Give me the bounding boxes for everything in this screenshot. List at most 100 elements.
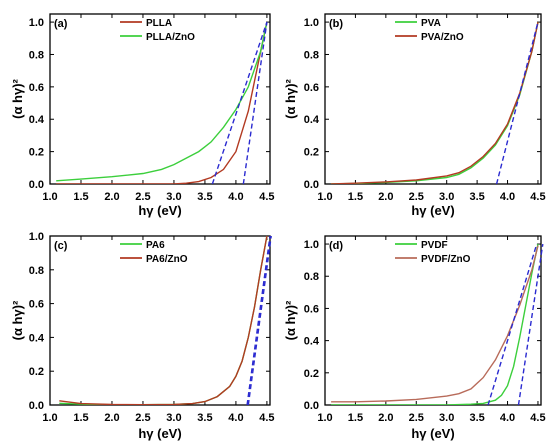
legend-label-1: PVDF bbox=[421, 240, 448, 251]
y-tick-label: 0.2 bbox=[304, 368, 319, 380]
y-axis-label: (α hγ)² bbox=[10, 78, 25, 118]
y-tick-label: 0.6 bbox=[29, 299, 44, 311]
legend-label-2: PA6/ZnO bbox=[146, 254, 188, 265]
y-tick-label: 0.4 bbox=[29, 114, 45, 126]
y-tick-label: 0.4 bbox=[304, 114, 320, 126]
y-tick-label: 0.8 bbox=[304, 49, 319, 61]
data-layer bbox=[56, 21, 268, 184]
y-tick-label: 1.0 bbox=[304, 239, 319, 251]
x-tick-label: 3.5 bbox=[469, 412, 484, 424]
y-tick-label: 0.0 bbox=[304, 400, 319, 412]
x-tick-label: 1.0 bbox=[42, 191, 57, 203]
x-tick-label: 3.0 bbox=[439, 191, 454, 203]
y-tick-label: 0.8 bbox=[304, 271, 319, 283]
legend-label-1: PVA bbox=[421, 18, 441, 29]
y-tick-label: 0.4 bbox=[29, 332, 45, 344]
y-axis-label: (α hγ)² bbox=[283, 300, 298, 340]
x-tick-label: 1.5 bbox=[73, 412, 88, 424]
x-tick-label: 1.0 bbox=[42, 412, 57, 424]
legend-label-2: PLLA/ZnO bbox=[146, 32, 195, 43]
panel-label: (a) bbox=[54, 18, 68, 30]
y-axis-label: (α hγ)² bbox=[10, 300, 25, 340]
y-tick-label: 0.6 bbox=[304, 303, 319, 315]
data-layer bbox=[331, 243, 544, 405]
y-axis-label: (α hγ)² bbox=[283, 78, 298, 118]
fit-line-1 bbox=[246, 235, 271, 405]
x-tick-label: 1.0 bbox=[317, 412, 332, 424]
panel-1: 1.0 1.5 2.0 2.5 3.0 3.5 4.0 4.5 0.0 0.2 0.4 0.6 0.8 1… bbox=[10, 13, 275, 218]
series-line-2 bbox=[331, 245, 539, 403]
plot-frame bbox=[324, 13, 542, 185]
series-line-2 bbox=[331, 21, 539, 184]
x-tick-label: 1.5 bbox=[73, 191, 88, 203]
series-line-1 bbox=[331, 21, 539, 184]
fit-line-2 bbox=[487, 243, 538, 405]
x-tick-label: 4.5 bbox=[530, 412, 545, 424]
series-line-2 bbox=[56, 21, 268, 182]
panel-4: 1.0 1.5 2.0 2.5 3.0 3.5 4.0 4.5 0.0 0.2 0.4 0.6 0.8 1… bbox=[283, 235, 546, 441]
y-tick-label: 0.0 bbox=[29, 179, 44, 191]
x-tick-label: 2.5 bbox=[135, 412, 150, 424]
series-line-1 bbox=[56, 21, 268, 184]
x-tick-label: 4.5 bbox=[259, 191, 274, 203]
fit-line-2 bbox=[211, 21, 268, 184]
fit-line-1 bbox=[495, 21, 539, 184]
data-layer bbox=[331, 21, 539, 184]
data-layer bbox=[59, 235, 272, 405]
x-tick-label: 4.5 bbox=[530, 191, 545, 203]
x-tick-label: 3.5 bbox=[197, 191, 212, 203]
x-tick-label: 4.5 bbox=[259, 412, 274, 424]
x-tick-label: 2.0 bbox=[378, 191, 393, 203]
x-axis-label: hγ (eV) bbox=[411, 426, 454, 441]
x-tick-label: 2.0 bbox=[104, 412, 119, 424]
y-tick-label: 0.2 bbox=[29, 147, 44, 159]
series-line-1 bbox=[331, 243, 539, 405]
legend-label-2: PVDF/ZnO bbox=[421, 254, 471, 265]
x-tick-label: 2.5 bbox=[409, 412, 424, 424]
x-tick-label: 1.5 bbox=[348, 191, 363, 203]
x-tick-label: 4.0 bbox=[228, 191, 243, 203]
fit-line-1 bbox=[242, 21, 268, 184]
legend-label-1: PA6 bbox=[146, 240, 165, 251]
y-tick-label: 0.0 bbox=[29, 400, 44, 412]
x-tick-label: 3.0 bbox=[166, 191, 181, 203]
y-tick-label: 1.0 bbox=[29, 17, 44, 29]
legend-label-1: PLLA bbox=[146, 18, 172, 29]
x-tick-label: 3.5 bbox=[469, 191, 484, 203]
x-tick-label: 4.0 bbox=[500, 191, 515, 203]
x-tick-label: 1.5 bbox=[348, 412, 363, 424]
y-tick-label: 0.4 bbox=[304, 336, 320, 348]
panel-label: (c) bbox=[54, 240, 68, 252]
y-tick-label: 1.0 bbox=[304, 17, 319, 29]
x-tick-label: 2.5 bbox=[135, 191, 150, 203]
x-axis-label: hγ (eV) bbox=[411, 203, 454, 218]
x-tick-label: 2.0 bbox=[104, 191, 119, 203]
y-tick-label: 0.2 bbox=[29, 366, 44, 378]
series-line-2 bbox=[59, 235, 268, 405]
x-tick-label: 3.0 bbox=[166, 412, 181, 424]
x-axis-label: hγ (eV) bbox=[138, 426, 181, 441]
y-tick-label: 1.0 bbox=[29, 231, 44, 243]
x-tick-label: 3.5 bbox=[197, 412, 212, 424]
legend-label-2: PVA/ZnO bbox=[421, 32, 464, 43]
y-tick-label: 0.8 bbox=[29, 265, 44, 277]
panel-2: 1.0 1.5 2.0 2.5 3.0 3.5 4.0 4.5 0.0 0.2 0.4 0.6 0.8 1… bbox=[283, 13, 546, 218]
x-axis-label: hγ (eV) bbox=[138, 203, 181, 218]
x-tick-label: 4.0 bbox=[500, 412, 515, 424]
y-tick-label: 0.6 bbox=[304, 82, 319, 94]
y-tick-label: 0.8 bbox=[29, 49, 44, 61]
x-tick-label: 4.0 bbox=[228, 412, 243, 424]
y-tick-label: 0.0 bbox=[304, 179, 319, 191]
x-tick-label: 1.0 bbox=[317, 191, 332, 203]
panel-label: (b) bbox=[329, 18, 343, 30]
x-tick-label: 2.5 bbox=[409, 191, 424, 203]
panel-label: (d) bbox=[329, 240, 343, 252]
fit-line-1 bbox=[517, 243, 544, 405]
y-tick-label: 0.6 bbox=[29, 82, 44, 94]
fit-line-2 bbox=[247, 235, 272, 405]
y-tick-label: 0.2 bbox=[304, 147, 319, 159]
x-tick-label: 2.0 bbox=[378, 412, 393, 424]
x-tick-label: 3.0 bbox=[439, 412, 454, 424]
panel-3: 1.0 1.5 2.0 2.5 3.0 3.5 4.0 4.5 0.0 0.2 0.4 0.6 0.8 1… bbox=[10, 231, 275, 441]
